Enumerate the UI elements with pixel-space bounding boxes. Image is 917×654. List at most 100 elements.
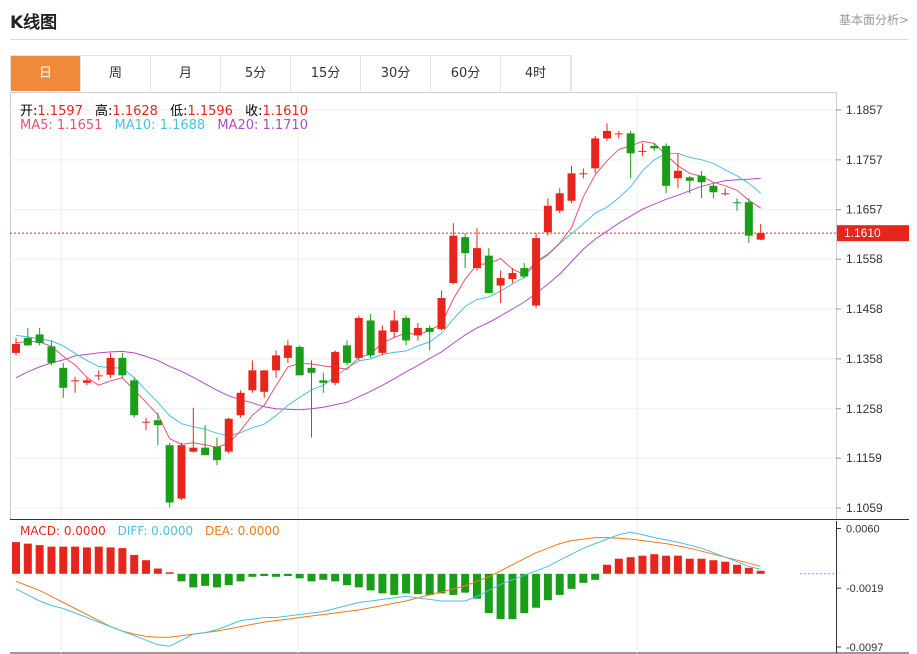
candle: [449, 223, 458, 285]
low-value: 低:1.1596: [170, 104, 233, 119]
macd-bar: [71, 546, 80, 574]
candle-body: [260, 370, 269, 392]
candle-body: [272, 355, 281, 371]
tab-week[interactable]: 周: [81, 56, 151, 91]
tab-day[interactable]: 日: [11, 56, 81, 91]
candle: [709, 183, 718, 199]
candle-body: [709, 185, 718, 193]
candle-body: [390, 320, 399, 332]
candle: [425, 325, 434, 351]
macd-bar: [142, 560, 151, 574]
candle-body: [520, 268, 529, 277]
candle-body: [307, 367, 316, 373]
candle: [638, 143, 647, 156]
macd-bar: [449, 573, 458, 595]
candle-body: [295, 346, 304, 376]
candle: [532, 233, 541, 308]
macd-bar: [520, 573, 529, 614]
candle: [201, 425, 210, 456]
macd-bar: [12, 542, 20, 574]
macd-bar: [484, 573, 493, 614]
candle: [484, 248, 493, 294]
ma5-line: [15, 140, 761, 448]
candle-body: [201, 447, 210, 456]
macd-bar: [59, 546, 68, 574]
candle-body: [697, 175, 706, 183]
macd-bar: [295, 573, 304, 579]
ohlc-info: 开:1.1597 高:1.1628 低:1.1596 收:1.1610: [20, 100, 316, 119]
dea-line: [15, 537, 761, 638]
kline-chart[interactable]: 1.1857 1.1757 1.1657 1.1558 1.1458 1.1358 1.12…: [10, 91, 909, 654]
open-value: 开:1.1597: [20, 104, 83, 119]
candle-body: [224, 418, 233, 452]
tab-month[interactable]: 月: [151, 56, 221, 91]
fundamental-analysis-link[interactable]: 基本面分析>: [838, 13, 909, 27]
candle: [23, 327, 32, 346]
macd-bar: [733, 564, 742, 574]
ma20-line: [15, 177, 761, 411]
candle-body: [12, 343, 20, 353]
candle-body: [153, 420, 162, 426]
macd-bar: [23, 543, 32, 574]
tab-15min[interactable]: 15分: [291, 56, 361, 91]
candle-body: [591, 138, 600, 169]
candle-body: [721, 193, 730, 195]
candle: [71, 376, 80, 393]
tab-30min[interactable]: 30分: [361, 56, 431, 91]
macd-label: MACD: 0.0000: [20, 524, 106, 538]
candle-body: [59, 367, 68, 388]
macd-bar: [472, 573, 481, 599]
candle: [461, 233, 470, 269]
candle: [662, 143, 671, 194]
macd-bar: [662, 555, 671, 574]
macd-tick-label: -0.0019: [846, 583, 883, 595]
macd-bar: [614, 558, 623, 574]
macd-bar: [272, 573, 281, 577]
macd-bar: [508, 573, 517, 620]
candle: [248, 360, 257, 393]
candle-body: [603, 130, 611, 139]
kline-chart-svg: 1.1857 1.1757 1.1657 1.1558 1.1458 1.1358 1.12…: [10, 92, 909, 654]
macd-bar: [673, 555, 682, 574]
candle: [236, 390, 245, 418]
ma10-label: MA10: 1.1688: [114, 118, 206, 133]
candle: [35, 327, 44, 346]
macd-bar: [650, 554, 659, 574]
macd-bar: [378, 573, 387, 594]
candle: [402, 315, 411, 346]
macd-bar: [319, 573, 328, 580]
candle-body: [378, 330, 387, 353]
macd-tick-label: 0.0060: [846, 524, 880, 536]
candle-body: [472, 248, 481, 269]
macd-bar: [721, 561, 730, 574]
candle-body: [685, 177, 694, 181]
candle: [697, 170, 706, 199]
candle-body: [366, 320, 375, 356]
candle-body: [402, 317, 411, 341]
tab-4hour[interactable]: 4时: [501, 56, 571, 91]
macd-bar: [425, 573, 434, 595]
candle-body: [744, 202, 753, 236]
candle-body: [47, 346, 56, 363]
macd-bar: [555, 573, 564, 595]
macd-bar: [283, 573, 292, 577]
candle-body: [662, 145, 671, 186]
candle: [591, 135, 600, 174]
candle-body: [189, 447, 198, 452]
candle: [224, 417, 233, 454]
candle-body: [248, 370, 257, 391]
tab-5min[interactable]: 5分: [221, 56, 291, 91]
ma-info: MA5: 1.1651 MA10: 1.1688 MA20: 1.1710: [20, 118, 316, 133]
candle: [508, 268, 517, 284]
last-price-label: 1.1610: [844, 226, 881, 240]
tab-60min[interactable]: 60分: [431, 56, 501, 91]
macd-bar: [130, 554, 139, 574]
candle: [354, 315, 363, 361]
price-tick-label: 1.1358: [846, 352, 883, 366]
page-title: K线图: [10, 13, 58, 33]
candle: [342, 340, 351, 366]
candle: [319, 372, 328, 393]
candle: [189, 407, 198, 453]
diff-label: DIFF: 0.0000: [117, 524, 194, 538]
candle-body: [508, 273, 517, 280]
